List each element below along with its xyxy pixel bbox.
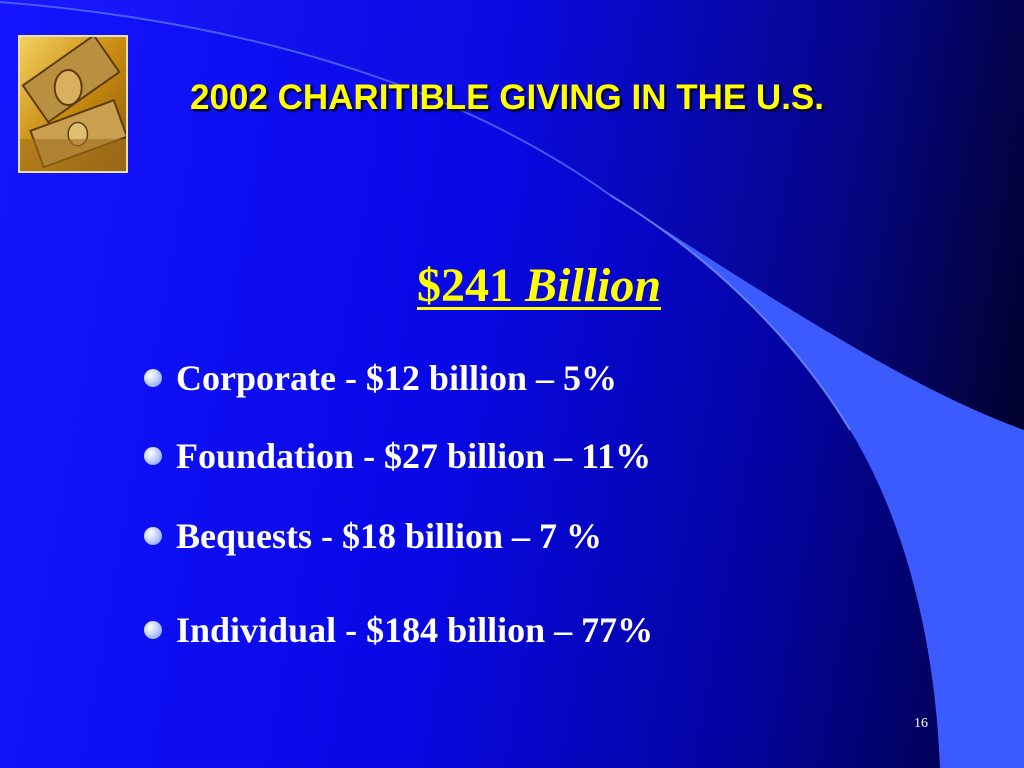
page-number: 16 xyxy=(914,716,928,731)
total-value: $241 xyxy=(416,259,513,312)
circle-bullet-icon xyxy=(144,527,162,545)
bullet-text: Bequests - $18 billion – 7 % xyxy=(176,516,603,556)
total-unit: Billion xyxy=(524,259,662,312)
slide-title: 2002 CHARITIBLE GIVING IN THE U.S. xyxy=(190,78,824,117)
bullet-individual: Individual - $184 billion – 77% xyxy=(144,610,653,650)
total-amount: $241 Billion xyxy=(0,258,1024,313)
circle-bullet-icon xyxy=(144,621,162,639)
bullet-text: Corporate - $12 billion – 5% xyxy=(176,358,617,398)
bullet-text: Foundation - $27 billion – 11% xyxy=(176,436,652,476)
circle-bullet-icon xyxy=(144,447,162,465)
bullet-text: Individual - $184 billion – 77% xyxy=(176,610,654,650)
bullet-foundation: Foundation - $27 billion – 11% xyxy=(144,436,651,476)
bullet-bequests: Bequests - $18 billion – 7 % xyxy=(144,516,602,556)
circle-bullet-icon xyxy=(144,369,162,387)
bullet-corporate: Corporate - $12 billion – 5% xyxy=(144,358,617,398)
money-bills-icon xyxy=(18,35,128,173)
